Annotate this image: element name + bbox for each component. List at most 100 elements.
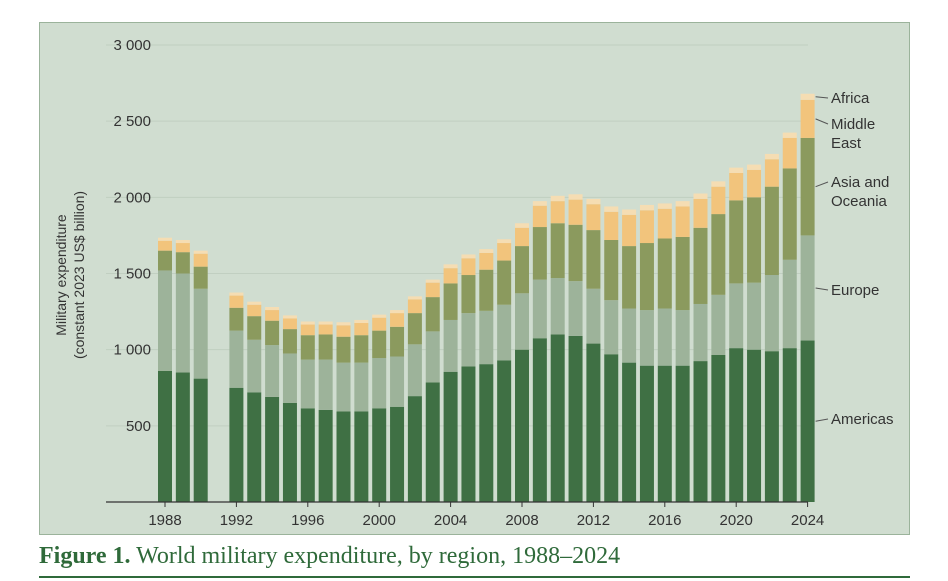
bar-segment-africa [604, 206, 619, 212]
bar-segment-americas [461, 366, 476, 502]
bar-segment-americas [747, 349, 762, 502]
x-tick-label: 1996 [291, 512, 324, 529]
x-tick-label: 2020 [720, 512, 753, 529]
bar-segment-asia-and-oceania [693, 227, 708, 304]
bar-segment-middle-east [407, 299, 422, 314]
bar-segment-asia-and-oceania [747, 197, 762, 283]
bar-segment-middle-east [461, 258, 476, 276]
y-tick-label: 3 000 [113, 37, 151, 54]
bar-segment-africa [747, 164, 762, 170]
bar-segment-americas [800, 340, 815, 502]
bar-segment-americas [265, 396, 280, 502]
legend-label-americas: Americas [831, 411, 894, 428]
bar-segment-americas [300, 408, 315, 502]
x-tick-label: 2008 [505, 512, 538, 529]
bar-segment-middle-east [175, 243, 190, 253]
bar-segment-africa [318, 321, 333, 325]
x-tick-label: 2004 [434, 512, 467, 529]
figure-caption-text: World military expenditure, by region, 1… [136, 543, 621, 569]
bar-segment-americas [764, 351, 779, 502]
bar-segment-middle-east [586, 204, 601, 231]
bar-segment-asia-and-oceania [425, 297, 440, 332]
bar-segment-americas [782, 348, 797, 502]
bar-segment-europe [604, 300, 619, 355]
bar-segment-africa [354, 319, 369, 324]
bar-segment-asia-and-oceania [479, 269, 494, 311]
bar-segment-europe [479, 310, 494, 365]
bar-segment-middle-east [443, 268, 458, 284]
bar-segment-middle-east [425, 282, 440, 298]
bar-segment-asia-and-oceania [318, 334, 333, 360]
bar-segment-europe [800, 235, 815, 341]
bar-segment-europe [175, 273, 190, 373]
y-axis-label-line-1: Military expenditure [53, 214, 69, 336]
bar-segment-africa [711, 181, 726, 187]
bar-segment-africa [782, 132, 797, 138]
bar-segment-americas [639, 365, 654, 502]
bar-segment-americas [657, 365, 672, 502]
bar-segment-asia-and-oceania [461, 275, 476, 314]
bar-segment-europe [461, 313, 476, 367]
bar-segment-africa [622, 209, 637, 215]
bar-segment-middle-east [354, 323, 369, 336]
bar-segment-europe [693, 303, 708, 362]
y-tick-label: 1 500 [113, 266, 151, 283]
bar-segment-europe [229, 330, 244, 388]
bar-segment-americas [604, 354, 619, 502]
bar-segment-europe [639, 310, 654, 366]
bar-segment-africa [300, 321, 315, 325]
bar-segment-asia-and-oceania [622, 246, 637, 309]
bar-segment-middle-east [532, 205, 547, 228]
bar-segment-asia-and-oceania [586, 230, 601, 289]
legend-leader-line [815, 96, 829, 99]
figure-caption: Figure 1. World military expenditure, by… [39, 543, 620, 570]
bar-segment-asia-and-oceania [729, 200, 744, 284]
bars [158, 93, 815, 502]
bar-segment-middle-east [711, 186, 726, 215]
bar-segment-middle-east [158, 240, 172, 251]
bar-segment-middle-east [390, 313, 405, 327]
bar-segment-middle-east [622, 214, 637, 247]
bar-segment-europe [747, 282, 762, 350]
y-tick-label: 2 500 [113, 113, 151, 130]
bar-segment-europe [711, 294, 726, 355]
bar-segment-europe [568, 281, 583, 336]
bar-segment-africa [515, 223, 529, 228]
bar-segment-africa [586, 198, 601, 205]
bar-segment-africa [443, 264, 458, 269]
bar-segment-asia-and-oceania [515, 246, 529, 294]
bar-segment-americas [282, 402, 297, 502]
bar-segment-europe [764, 275, 779, 352]
bar-segment-europe [158, 270, 172, 371]
bar-segment-europe [318, 359, 333, 410]
bar-segment-asia-and-oceania [604, 239, 619, 301]
bar-segment-asia-and-oceania [390, 326, 405, 357]
bar-segment-asia-and-oceania [639, 243, 654, 311]
bar-segment-africa [729, 167, 744, 173]
y-tick-label: 1 000 [113, 342, 151, 359]
bar-segment-americas [515, 349, 529, 502]
bar-segment-africa [800, 93, 815, 100]
bar-segment-middle-east [318, 324, 333, 335]
legend-label-asia-and-oceania: Asia and Oceania [831, 174, 889, 210]
bar-segment-middle-east [764, 159, 779, 187]
bar-segment-asia-and-oceania [407, 313, 422, 345]
bar-segment-europe [425, 331, 440, 383]
bar-segment-africa [247, 301, 262, 305]
bar-segment-africa [158, 237, 172, 241]
bar-segment-europe [782, 259, 797, 349]
bar-segment-asia-and-oceania [354, 335, 369, 363]
bar-segment-americas [568, 335, 583, 502]
bar-segment-europe [586, 288, 601, 344]
bar-segment-africa [764, 153, 779, 160]
bar-segment-europe [336, 362, 351, 412]
bar-segment-middle-east [247, 304, 262, 317]
bar-segment-asia-and-oceania [782, 168, 797, 260]
bar-segment-africa [229, 292, 244, 296]
legend-leader-line [815, 287, 829, 291]
bar-segment-middle-east [675, 206, 690, 237]
bar-segment-middle-east [800, 99, 815, 138]
bar-segment-asia-and-oceania [229, 307, 244, 331]
bar-segment-americas [407, 396, 422, 502]
bar-segment-middle-east [639, 210, 654, 244]
